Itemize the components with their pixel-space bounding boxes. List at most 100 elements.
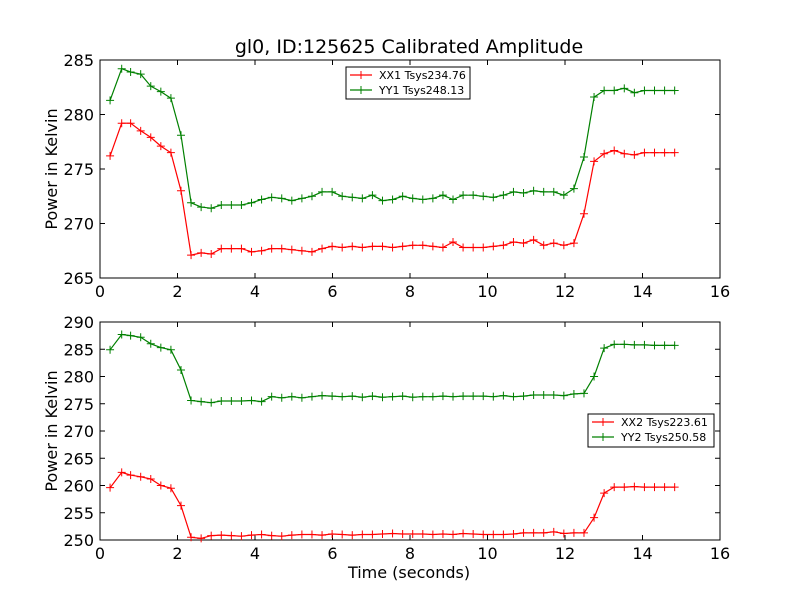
data-point-1-1-32: [428, 392, 437, 401]
data-point-1-0-33: [438, 530, 447, 539]
data-point-1-1-43: [539, 391, 548, 400]
data-point-0-1-53: [640, 86, 649, 95]
data-point-0-0-27: [378, 242, 387, 251]
data-point-0-0-5: [156, 142, 165, 151]
data-point-1-0-12: [227, 531, 236, 540]
data-point-0-1-11: [217, 200, 226, 209]
x-tick-label-0-4: 8: [405, 282, 415, 301]
x-tick-label-0-6: 12: [555, 282, 575, 301]
data-point-0-0-1: [117, 119, 126, 128]
data-point-1-1-51: [620, 340, 629, 349]
y-tick-label-1-1: 255: [63, 504, 94, 523]
x-tick-label-0-5: 10: [477, 282, 497, 301]
data-point-0-1-55: [660, 86, 669, 95]
data-point-1-0-20: [307, 530, 316, 539]
data-point-1-0-8: [187, 533, 196, 542]
data-point-1-0-43: [539, 528, 548, 537]
data-point-0-0-7: [176, 186, 185, 195]
data-point-0-0-36: [469, 243, 478, 252]
data-point-1-1-10: [207, 398, 216, 407]
legend-marker-0-0: [357, 71, 365, 79]
y-tick-label-1-0: 250: [63, 531, 94, 550]
data-point-0-1-38: [489, 193, 498, 202]
data-point-0-0-21: [318, 244, 327, 253]
data-point-1-1-13: [237, 397, 246, 406]
data-point-0-1-21: [318, 187, 327, 196]
data-point-1-1-35: [459, 392, 468, 401]
data-point-0-1-22: [328, 187, 337, 196]
data-point-0-1-10: [207, 204, 216, 213]
data-point-1-0-34: [449, 530, 458, 539]
data-point-1-0-2: [126, 471, 135, 480]
data-point-1-0-38: [489, 530, 498, 539]
data-point-0-0-12: [227, 244, 236, 253]
data-point-0-1-32: [428, 194, 437, 203]
x-tick-label-0-7: 14: [632, 282, 652, 301]
data-point-1-0-5: [156, 481, 165, 490]
data-point-0-1-48: [590, 93, 599, 102]
legend-label-1-1: YY2 Tsys250.58: [620, 431, 706, 444]
data-point-1-0-22: [328, 530, 337, 539]
data-point-1-1-41: [519, 392, 528, 401]
data-point-1-1-1: [117, 330, 126, 339]
data-point-1-1-16: [267, 392, 276, 401]
data-point-1-1-47: [579, 389, 588, 398]
legend-1: [587, 413, 715, 448]
data-point-0-1-19: [297, 194, 306, 203]
data-point-0-0-34: [449, 238, 458, 247]
data-point-1-1-48: [590, 372, 599, 381]
data-point-1-0-28: [388, 529, 397, 538]
data-point-0-1-14: [247, 198, 256, 207]
data-point-0-0-44: [549, 239, 558, 248]
data-point-0-0-41: [519, 239, 528, 248]
data-point-0-0-20: [307, 247, 316, 256]
x-tick-label-1-5: 10: [477, 544, 497, 563]
data-point-1-1-15: [257, 397, 266, 406]
data-point-0-0-18: [287, 245, 296, 254]
data-point-0-0-35: [459, 243, 468, 252]
data-point-1-0-31: [418, 530, 427, 539]
data-point-1-0-7: [176, 501, 185, 510]
y-tick-label-0-3: 280: [63, 106, 94, 125]
data-point-1-0-18: [287, 531, 296, 540]
data-point-1-0-27: [378, 530, 387, 539]
data-point-0-1-33: [438, 191, 447, 200]
data-point-0-0-19: [297, 246, 306, 255]
data-point-1-1-24: [348, 392, 357, 401]
data-point-0-1-16: [267, 193, 276, 202]
data-point-1-0-19: [297, 530, 306, 539]
data-point-1-1-27: [378, 393, 387, 402]
data-point-1-0-42: [529, 528, 538, 537]
data-point-1-1-6: [166, 345, 175, 354]
data-point-1-0-39: [499, 530, 508, 539]
data-point-1-0-40: [509, 530, 518, 539]
data-point-1-0-56: [670, 483, 679, 492]
data-point-0-0-16: [267, 244, 276, 253]
data-point-0-0-11: [217, 244, 226, 253]
data-point-0-0-42: [529, 235, 538, 244]
data-point-1-1-3: [136, 333, 145, 342]
data-point-0-0-17: [277, 244, 286, 253]
data-point-0-1-46: [569, 184, 578, 193]
data-point-1-0-54: [650, 483, 659, 492]
data-point-0-1-24: [348, 193, 357, 202]
data-point-1-0-6: [166, 484, 175, 493]
data-point-1-1-17: [277, 393, 286, 402]
y-tick-label-1-2: 260: [63, 477, 94, 496]
legend-label-1-0: XX2 Tsys223.61: [621, 416, 708, 429]
data-point-0-0-39: [499, 241, 508, 250]
x-tick-label-1-1: 2: [172, 544, 182, 563]
data-point-0-1-31: [418, 195, 427, 204]
data-point-0-0-56: [670, 148, 679, 157]
data-point-0-1-45: [559, 191, 568, 200]
data-point-1-0-4: [146, 474, 155, 483]
data-point-0-0-14: [247, 247, 256, 256]
data-point-0-1-34: [449, 195, 458, 204]
data-point-1-0-24: [348, 531, 357, 540]
data-point-0-0-48: [590, 157, 599, 166]
data-point-1-0-45: [559, 529, 568, 538]
data-point-0-0-51: [620, 149, 629, 158]
data-point-0-1-4: [146, 82, 155, 91]
legend-label-0-0: XX1 Tsys234.76: [379, 69, 466, 82]
data-point-1-0-51: [620, 483, 629, 492]
